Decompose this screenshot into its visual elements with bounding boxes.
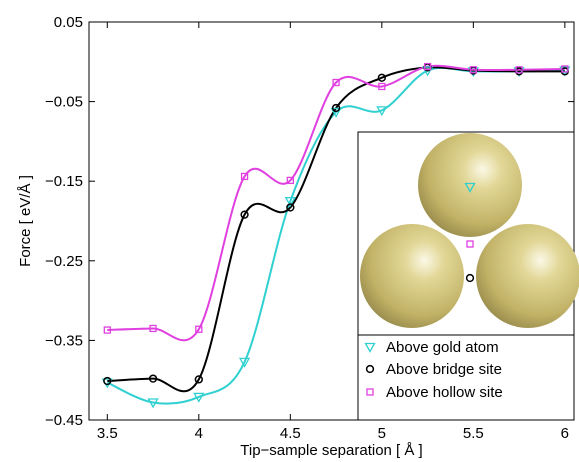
y-tick-label: −0.15 [45,173,83,190]
legend-label: Above hollow site [386,384,503,401]
data-point [332,78,340,87]
inset-marker-bridge [465,273,475,283]
inset-marker-top [464,182,476,193]
data-point [240,172,249,181]
markers-layer [101,62,571,409]
x-axis-label: Tip−sample separation [ Å ] [240,442,422,459]
legend-label: Above bridge site [386,361,502,378]
legend-marker [365,364,375,374]
x-tick-label: 6 [561,425,569,442]
data-point [559,66,571,77]
data-point [148,374,158,383]
data-point [423,62,432,71]
data-point [284,196,296,207]
x-tick-label: 4 [195,425,203,442]
gold-atom-icon [360,224,464,328]
inset-marker-hollow [466,240,474,248]
series-layer [106,64,565,405]
legend-marker [364,342,376,353]
gold-atom-icon [476,224,579,328]
data-point [238,357,251,368]
y-tick-label: −0.25 [45,253,83,270]
data-point [195,325,203,333]
data-point [421,66,434,77]
data-point [330,107,342,118]
data-point [149,324,157,333]
x-tick-label: 4.5 [280,425,301,442]
x-tick-label: 5 [378,425,386,442]
legend-marker [366,388,374,396]
data-point [103,326,111,334]
data-point [331,103,341,113]
data-point [378,82,386,91]
data-point [377,73,386,82]
inset-panel: Above gold atom Above bridge site Above ho… [357,131,579,421]
data-point [194,375,203,384]
y-tick-label: −0.35 [45,332,83,349]
data-point [103,376,112,386]
data-point [469,66,477,74]
y-tick-label: −0.05 [45,94,83,111]
data-point [240,210,249,219]
series-line-2 [107,64,565,342]
data-point [193,392,205,403]
x-tick-label: 5.5 [463,425,484,442]
y-tick-label: 0.05 [54,14,83,31]
legend-label: Above gold atom [386,339,499,356]
data-point [147,398,159,409]
data-point [515,66,523,74]
data-point [376,106,388,117]
y-axis-label: Force [ eV/Å ] [17,175,34,267]
data-point [561,65,569,73]
x-tick-label: 3.5 [97,425,118,442]
y-tick-label: −0.45 [45,412,83,429]
data-point [286,203,295,212]
axes-layer: 3.5 4 4.5 5 5.5 6 0.05 −0.05 −0.15 −0.25 −0.35 −0.4… [45,14,574,442]
gold-atom-icon [418,133,522,237]
data-point [286,176,294,185]
